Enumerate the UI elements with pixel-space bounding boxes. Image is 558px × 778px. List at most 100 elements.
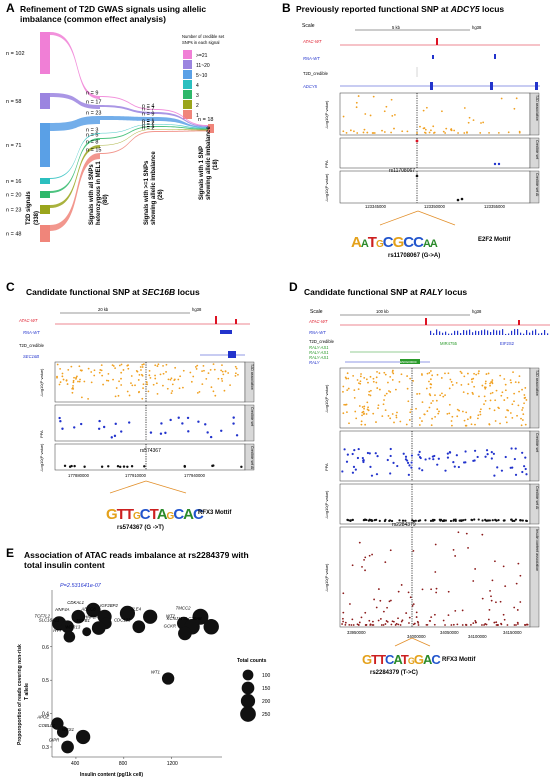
locus-point [411,604,414,607]
locus-point [424,519,427,522]
count-left: n = 23 [6,208,21,214]
panel-a-axis-one-2: showing allelic imbalance [206,126,212,200]
locus-point [425,623,428,626]
locus-point [372,380,375,383]
locus-point [462,391,465,394]
panel-b-title: Previously reported functional SNP at AD… [296,4,504,14]
locus-point [438,410,440,413]
count-mid: n = 8 [86,140,98,146]
panel-c-snp-change: rs574367 (G ->T) [117,525,164,531]
locus-point [72,384,74,387]
locus-point [500,394,503,397]
locus-point [344,403,347,406]
locus-point [355,106,358,109]
locus-point [410,461,413,464]
count-right: n = 2 [142,121,154,127]
panel-c-track-credible: T2D_credible [19,343,45,348]
locus-point [372,377,375,380]
locus-point [120,371,123,374]
locus-point [120,430,123,433]
locus-point [359,375,362,378]
locus-point [369,114,372,117]
locus-point [521,419,524,421]
locus-point [406,387,409,390]
sankey-node-final [208,124,214,133]
locus-point [433,518,436,522]
locus-point [357,388,360,391]
locus-point [348,623,351,626]
locus-point [412,603,415,606]
locus-point [220,369,223,372]
locus-point [342,611,345,614]
locus-point [118,364,121,367]
locus-point [360,420,363,423]
locus-point [353,130,355,133]
panel-a-counts: n = 102 n = 9 n = 4 n = 58 n = 17 n = 7 n = 71… [6,51,213,238]
locus-point [72,381,75,384]
locus-point [512,371,514,374]
locus-point [444,519,447,522]
locus-point [504,416,507,419]
locus-point [387,381,389,384]
panel-d-plots: T2D association -Log10(P value) Credible s… [324,367,540,628]
locus-point [149,376,152,379]
locus-point [212,464,215,467]
locus-point [461,609,464,612]
locus-point [412,519,415,523]
locus-point [457,531,460,534]
locus-point [357,624,360,626]
locus-point [344,623,347,626]
panel-d-letter: D [289,280,298,294]
panel-e: E Association of ATAC reads imbalance at… [6,546,271,778]
locus-point [408,616,411,619]
locus-point [58,416,61,420]
locus-point [401,619,404,622]
locus-point [461,624,464,626]
locus-point [368,393,370,396]
strip [529,92,540,136]
locus-point [482,121,485,124]
locus-point [517,562,520,565]
locus-point [351,452,354,456]
strip-label: Credible set AI [535,173,539,196]
point-label: CDC123 [114,617,131,622]
locus-point [494,518,497,522]
panel-c-xtick-2: 177910000 [125,473,147,478]
locus-point [142,383,145,386]
locus-point [162,372,165,375]
locus-point [107,372,110,375]
locus-point [448,387,451,390]
locus-point [523,465,526,468]
locus-point [391,379,394,381]
locus-point [421,588,424,591]
locus-point [137,379,140,381]
locus-point [465,532,468,535]
locus-point [345,377,348,380]
locus-point [428,457,431,460]
y-axis-label: PPA [324,463,329,471]
panel-e-pvalue: P=2.531641e-07 [60,583,102,589]
sankey-node-t2d [40,205,50,214]
locus-point [513,606,516,609]
locus-point [441,392,443,395]
locus-point [363,558,365,561]
locus-point [206,431,209,434]
locus-point [391,369,394,372]
locus-point [80,396,83,399]
locus-point [389,417,392,420]
locus-point [449,378,452,381]
locus-point [457,465,460,469]
locus-point [72,379,75,382]
locus-point [170,392,173,395]
locus-point [415,407,417,410]
locus-point [159,432,163,435]
locus-point [424,128,427,131]
locus-point [107,379,110,382]
locus-point [363,376,366,379]
locus-point [517,404,520,407]
locus-point [375,518,378,521]
locus-point [490,457,493,460]
legend-label: 1 [196,113,199,119]
locus-point [457,132,459,134]
locus-point [513,457,516,461]
